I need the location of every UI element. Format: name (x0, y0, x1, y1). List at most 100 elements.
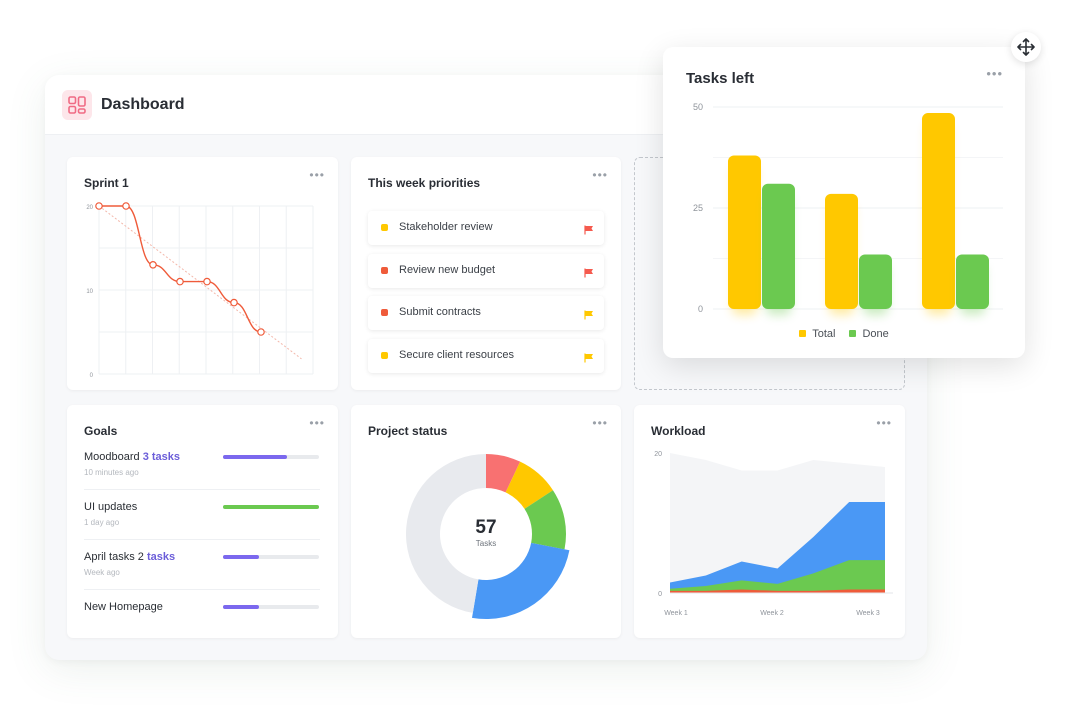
y-tick-label: 0 (698, 304, 703, 314)
priority-item[interactable]: Stakeholder review (368, 211, 604, 245)
donut-slice (405, 454, 486, 613)
goal-progress-track (223, 505, 319, 509)
goal-name: Moodboard 3 tasks (84, 451, 180, 463)
dashboard-grid-icon (62, 90, 92, 120)
workload-card: Workload ••• 20 0 Week 1 Week 2 Week 3 (634, 405, 905, 638)
priority-status-dot (381, 351, 388, 359)
goals-card: Goals ••• Moodboard 3 tasks 10 minutes ag… (67, 405, 338, 638)
burndown-point (230, 298, 238, 307)
workload-title: Workload (651, 424, 706, 438)
legend-label: Total (812, 328, 836, 340)
goal-timestamp: 1 day ago (84, 518, 120, 527)
workload-area (670, 589, 885, 593)
priority-label: Review new budget (399, 263, 496, 276)
project-status-menu-button[interactable]: ••• (592, 416, 608, 430)
donut-total-label: Tasks (475, 539, 497, 548)
workload-area (670, 560, 885, 593)
move-arrows-icon[interactable] (1011, 32, 1041, 62)
y-tick-label: 0 (90, 373, 94, 379)
legend-label: Done (862, 328, 889, 340)
flag-icon[interactable] (584, 350, 594, 368)
x-tick-label: Week 3 (856, 610, 880, 617)
burndown-point (257, 328, 265, 336)
flag-icon[interactable] (584, 307, 594, 325)
burndown-point (203, 277, 211, 286)
ideal-line (98, 205, 302, 360)
donut-slice (505, 461, 553, 509)
goal-name-text: UI updates (84, 501, 138, 513)
goal-name: April tasks 2 tasks (84, 551, 175, 563)
goal-task-count: tasks (146, 551, 176, 563)
legend-swatch (799, 330, 807, 337)
flag-icon[interactable] (584, 265, 594, 283)
goals-menu-button[interactable]: ••• (309, 416, 325, 430)
legend-item: Done (849, 328, 889, 340)
goal-timestamp: Week ago (84, 568, 120, 577)
sprint-menu-button[interactable]: ••• (309, 168, 325, 182)
y-tick-label: 0 (658, 591, 662, 598)
goal-progress-fill (223, 605, 259, 609)
goal-progress-fill (223, 555, 259, 559)
y-tick-label: 25 (693, 203, 703, 213)
bar-total (922, 113, 955, 309)
y-tick-label: 50 (693, 102, 703, 112)
bar-done (762, 183, 795, 309)
bar-done (956, 254, 989, 309)
goal-progress-track (223, 455, 319, 459)
priority-label: Submit contracts (399, 306, 481, 318)
priority-label: Secure client resources (399, 348, 514, 361)
burndown-line (99, 205, 262, 333)
bar-total (825, 193, 858, 309)
legend-item: Total (799, 328, 835, 340)
priority-item[interactable]: Review new budget (368, 253, 604, 288)
x-tick-label: Week 1 (664, 610, 688, 617)
priority-label: Stakeholder review (399, 221, 493, 233)
burndown-point (176, 277, 184, 286)
goal-progress-track (223, 605, 319, 609)
bar-total (728, 155, 761, 309)
burndown-point (149, 261, 157, 269)
tasks-left-title: Tasks left (686, 70, 755, 87)
goal-name-text: Moodboard (84, 451, 140, 463)
goal-divider (84, 489, 320, 490)
priorities-menu-button[interactable]: ••• (592, 168, 608, 182)
project-status-donut (405, 454, 570, 619)
goal-name-text: April tasks 2 (84, 551, 144, 563)
donut-slice (472, 542, 570, 619)
goal-name: UI updates (84, 501, 137, 513)
tasks-left-card[interactable]: Tasks left ••• 50 25 0 Total Done (663, 47, 1025, 358)
goal-progress-track (223, 555, 319, 559)
priority-status-dot (381, 266, 388, 274)
goal-timestamp: 10 minutes ago (84, 468, 139, 477)
donut-total: 57 (475, 517, 497, 538)
goal-divider (84, 539, 320, 540)
y-tick-label: 10 (86, 289, 93, 295)
sprint-title: Sprint 1 (84, 176, 129, 190)
x-tick-label: Week 2 (760, 610, 784, 617)
legend-swatch (849, 330, 857, 337)
priorities-card: This week priorities ••• Stakeholder rev… (351, 157, 621, 390)
burndown-point (95, 202, 103, 210)
priority-status-dot (381, 224, 388, 231)
page-title: Dashboard (101, 96, 185, 113)
tasks-left-legend: Total Done (663, 328, 1025, 340)
goal-name-text: New Homepage (84, 601, 163, 613)
workload-menu-button[interactable]: ••• (876, 416, 892, 430)
y-tick-label: 20 (86, 205, 93, 211)
goal-name: New Homepage (84, 601, 163, 613)
priority-item[interactable]: Submit contracts (368, 296, 604, 330)
goal-task-count: 3 tasks (142, 451, 181, 463)
goal-progress-fill (223, 505, 319, 509)
workload-area-chart: 20 0 Week 1 Week 2 Week 3 (654, 451, 893, 617)
project-status-card: Project status ••• 57 Tasks (351, 405, 621, 638)
bar-done (859, 254, 892, 309)
burndown-point (122, 202, 130, 210)
tasks-left-menu-button[interactable]: ••• (986, 66, 1003, 81)
sprint-card: Sprint 1 ••• 20 10 0 (67, 157, 338, 390)
priorities-title: This week priorities (368, 176, 481, 190)
y-tick-label: 20 (654, 451, 662, 458)
flag-icon[interactable] (584, 222, 594, 240)
donut-slice (486, 454, 521, 493)
goal-progress-fill (223, 455, 288, 459)
priority-item[interactable]: Secure client resources (368, 338, 604, 373)
